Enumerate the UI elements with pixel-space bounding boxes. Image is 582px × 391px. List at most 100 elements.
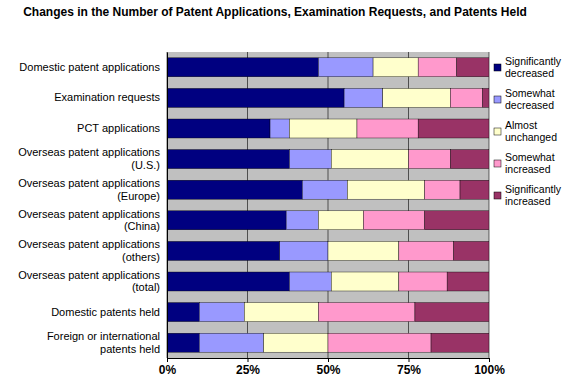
- legend-label: Somewhatincreased: [505, 151, 555, 175]
- text-line: (total): [132, 281, 160, 293]
- text-line: Somewhat: [505, 151, 555, 163]
- tick: Overseas patent applications(China): [18, 207, 160, 232]
- tick: 100%: [474, 358, 505, 377]
- tick: 0%: [159, 358, 177, 377]
- text-line: Significantly: [505, 55, 562, 67]
- bar: [328, 333, 431, 352]
- bar: [199, 303, 244, 322]
- legend-label: Somewhatdecreased: [505, 87, 555, 111]
- text-line: increased: [505, 195, 551, 207]
- bar: [483, 88, 489, 107]
- bar: [289, 272, 331, 291]
- text-line: Overseas patent applications: [18, 269, 160, 281]
- bar: [167, 88, 344, 107]
- bar: [425, 211, 489, 230]
- tick: Overseas patent applications(U.S.): [18, 146, 160, 171]
- text-line: (Europe): [117, 190, 160, 202]
- bar: [399, 241, 454, 260]
- text-line: Domestic patents held: [51, 306, 160, 318]
- bar: [167, 211, 286, 230]
- legend-item: Almostunchanged: [494, 119, 557, 143]
- tick-mark: [328, 358, 329, 362]
- bar: [418, 119, 489, 138]
- text-line: increased: [505, 163, 551, 175]
- axis-line: [167, 53, 168, 359]
- bar: [373, 58, 418, 77]
- legend-swatch: [494, 96, 501, 103]
- bar: [418, 58, 457, 77]
- bar: [286, 211, 318, 230]
- text-line: decreased: [505, 67, 554, 79]
- legend-swatch: [494, 128, 501, 135]
- text-line: Foreign or international: [47, 330, 160, 342]
- tick-label: 50%: [316, 363, 340, 377]
- bar: [399, 272, 447, 291]
- bar: [357, 119, 418, 138]
- bars: [167, 58, 489, 352]
- category-label: Overseas patent applications(U.S.): [18, 146, 160, 171]
- bar: [415, 303, 489, 322]
- text-line: Overseas patent applications: [18, 146, 160, 158]
- grid-line: [167, 52, 168, 358]
- category-label: Examination requests: [54, 91, 160, 103]
- bar: [331, 272, 399, 291]
- bar: [167, 119, 270, 138]
- bar: [244, 303, 318, 322]
- bar: [454, 241, 489, 260]
- text-line: Overseas patent applications: [18, 207, 160, 219]
- tick: Overseas patent applications(total): [18, 269, 160, 294]
- legend: SignificantlydecreasedSomewhatdecreasedA…: [494, 55, 562, 207]
- tick: Domestic patents held: [51, 306, 160, 318]
- bar: [318, 58, 373, 77]
- legend-swatch: [494, 160, 501, 167]
- tick: 25%: [236, 358, 260, 377]
- title: Changes in the Number of Patent Applicat…: [23, 5, 527, 19]
- text-line: Overseas patent applications: [18, 238, 160, 250]
- bar: [289, 119, 357, 138]
- legend-item: Somewhatdecreased: [494, 87, 555, 111]
- category-label: Overseas patent applications(Europe): [18, 177, 160, 202]
- bar: [264, 333, 328, 352]
- category-label: Domestic patent applications: [19, 61, 160, 73]
- tick: PCT applications: [77, 122, 160, 134]
- legend-label: Significantlyincreased: [505, 183, 562, 207]
- bar: [167, 180, 302, 199]
- legend-label: Almostunchanged: [505, 119, 557, 143]
- tick-mark: [167, 358, 168, 362]
- bar: [460, 180, 489, 199]
- bar: [302, 180, 347, 199]
- bar: [431, 333, 489, 352]
- legend-swatch: [494, 64, 501, 71]
- series: [415, 58, 489, 352]
- bar: [318, 211, 363, 230]
- text-line: decreased: [505, 99, 554, 111]
- text-line: (others): [122, 251, 160, 263]
- series: [167, 58, 344, 352]
- tick: 50%: [316, 358, 340, 377]
- text-line: Somewhat: [505, 87, 555, 99]
- legend-item: Significantlyincreased: [494, 183, 562, 207]
- bar: [331, 150, 408, 169]
- tick-mark: [248, 358, 249, 362]
- text-line: patents held: [100, 343, 160, 355]
- bar: [344, 88, 383, 107]
- chart: Changes in the Number of Patent Applicat…: [0, 0, 582, 391]
- bar: [167, 58, 318, 77]
- category-label: Domestic patents held: [51, 306, 160, 318]
- bar: [383, 88, 451, 107]
- bar: [280, 241, 328, 260]
- axis-line: [168, 359, 490, 363]
- category-label: Foreign or internationalpatents held: [47, 330, 160, 355]
- bar: [450, 88, 482, 107]
- tick: Overseas patent applications(Europe): [18, 177, 160, 202]
- tick-label: 25%: [236, 363, 260, 377]
- text-line: unchanged: [505, 131, 557, 143]
- legend-item: Somewhatincreased: [494, 151, 555, 175]
- text-line: (China): [124, 220, 160, 232]
- tick: 75%: [397, 358, 421, 377]
- text-line: Overseas patent applications: [18, 177, 160, 189]
- text-line: (U.S.): [131, 159, 160, 171]
- bar: [199, 333, 263, 352]
- text-line: PCT applications: [77, 122, 160, 134]
- plot-background: [167, 52, 489, 358]
